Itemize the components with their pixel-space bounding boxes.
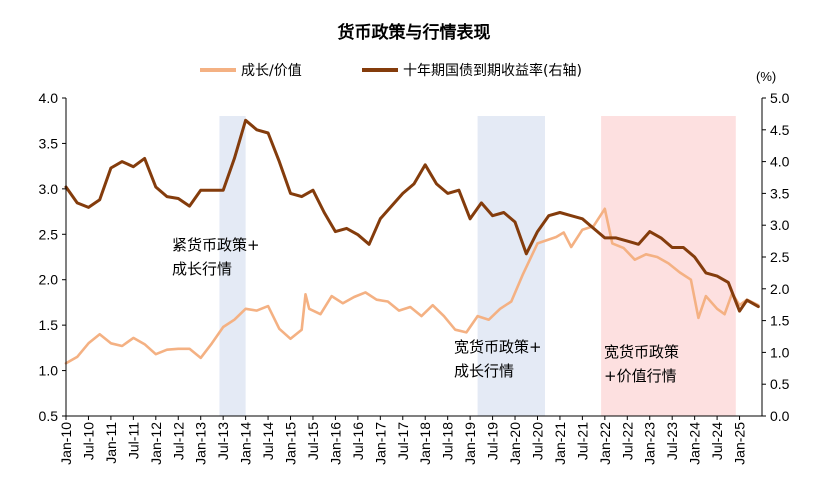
region-annotation-3: +价值行情 bbox=[604, 367, 677, 385]
right-tick-label: 3.0 bbox=[770, 217, 790, 233]
region-annotation-3: 宽货币政策 bbox=[604, 343, 679, 361]
x-tick-label: Jul-24 bbox=[709, 422, 725, 460]
x-tick-label: Jan-11 bbox=[103, 422, 119, 464]
series-lines bbox=[64, 118, 760, 365]
x-tick-label: Jan-13 bbox=[193, 422, 209, 465]
x-tick-label: Jan-18 bbox=[417, 422, 433, 465]
right-tick-label: 2.0 bbox=[770, 281, 790, 297]
legend: 成长/价值 十年期国债到期收益率(右轴) bbox=[200, 62, 582, 79]
x-tick-label: Jan-17 bbox=[372, 422, 388, 465]
left-tick-label: 1.0 bbox=[39, 363, 59, 379]
region-annotation-2: 宽货币政策+ bbox=[454, 338, 542, 356]
left-tick-label: 1.5 bbox=[39, 317, 59, 333]
region-annotation-1: 紧货币政策+ bbox=[172, 236, 260, 254]
x-tick-label: Jan-25 bbox=[732, 422, 748, 465]
series-line-bond-yield bbox=[64, 118, 760, 313]
x-tick-label: Jan-23 bbox=[642, 422, 658, 465]
right-tick-label: 4.0 bbox=[770, 154, 790, 170]
chart-title: 货币政策与行情表现 bbox=[338, 22, 491, 43]
x-tick-label: Jul-16 bbox=[350, 422, 366, 460]
right-axis-unit: (%) bbox=[756, 69, 776, 84]
x-axis-ticks: Jan-10 Jul-10 Jan-11 Jul-11 Jan-12 Jul-12 Jan-… bbox=[58, 416, 748, 465]
region-annotation-1: 成长行情 bbox=[172, 260, 232, 278]
right-tick-label: 4.5 bbox=[770, 122, 790, 138]
left-tick-label: 2.0 bbox=[39, 272, 59, 288]
right-tick-label: 2.5 bbox=[770, 249, 790, 265]
x-tick-label: Jan-10 bbox=[58, 422, 74, 465]
legend-label-growth-value: 成长/价值 bbox=[241, 63, 302, 79]
x-tick-label: Jan-16 bbox=[327, 422, 343, 465]
x-tick-label: Jul-13 bbox=[215, 422, 231, 460]
x-tick-label: Jul-22 bbox=[619, 422, 635, 460]
x-tick-label: Jul-18 bbox=[440, 422, 456, 460]
legend-label-bond-yield: 十年期国债到期收益率(右轴) bbox=[403, 62, 582, 79]
x-tick-label: Jul-21 bbox=[574, 422, 590, 460]
x-tick-label: Jul-17 bbox=[395, 422, 411, 460]
left-tick-label: 3.0 bbox=[39, 181, 59, 197]
x-tick-label: Jan-19 bbox=[462, 422, 478, 465]
left-tick-label: 2.5 bbox=[39, 226, 59, 242]
right-tick-label: 5.0 bbox=[770, 90, 790, 106]
region-annotation-2: 成长行情 bbox=[454, 362, 514, 380]
right-tick-label: 3.5 bbox=[770, 185, 790, 201]
x-tick-label: Jul-15 bbox=[305, 422, 321, 460]
x-tick-label: Jul-23 bbox=[664, 422, 680, 460]
x-tick-label: Jan-24 bbox=[687, 422, 703, 465]
x-tick-label: Jan-21 bbox=[552, 422, 568, 465]
x-tick-label: Jul-19 bbox=[485, 422, 501, 460]
left-axis-ticks: 0.5 1.0 1.5 2.0 2.5 3.0 3.5 4.0 bbox=[39, 90, 66, 424]
shaded-region-2 bbox=[477, 116, 545, 416]
x-tick-label: Jul-20 bbox=[529, 422, 545, 460]
shaded-regions bbox=[219, 116, 736, 416]
left-tick-label: 3.5 bbox=[39, 135, 59, 151]
left-tick-label: 4.0 bbox=[39, 90, 59, 106]
x-tick-label: Jul-12 bbox=[170, 422, 186, 460]
x-tick-label: Jan-14 bbox=[238, 422, 254, 465]
right-tick-label: 0.5 bbox=[770, 376, 790, 392]
x-tick-label: Jan-22 bbox=[597, 422, 613, 465]
x-tick-label: Jan-20 bbox=[507, 422, 523, 465]
right-axis-ticks: 0.0 0.5 1.0 1.5 2.0 2.5 3.0 3.5 4.0 4.5 5.0 bbox=[762, 90, 790, 424]
right-tick-label: 1.5 bbox=[770, 313, 790, 329]
x-tick-label: Jan-15 bbox=[283, 422, 299, 465]
x-tick-label: Jan-12 bbox=[148, 422, 164, 465]
x-tick-label: Jul-10 bbox=[80, 422, 96, 460]
series-line-growth-value bbox=[64, 207, 760, 365]
left-tick-label: 0.5 bbox=[39, 408, 59, 424]
right-tick-label: 0.0 bbox=[770, 408, 790, 424]
x-tick-label: Jul-14 bbox=[260, 422, 276, 460]
x-tick-label: Jul-11 bbox=[125, 422, 141, 459]
right-tick-label: 1.0 bbox=[770, 344, 790, 360]
shaded-region-3 bbox=[601, 116, 736, 416]
